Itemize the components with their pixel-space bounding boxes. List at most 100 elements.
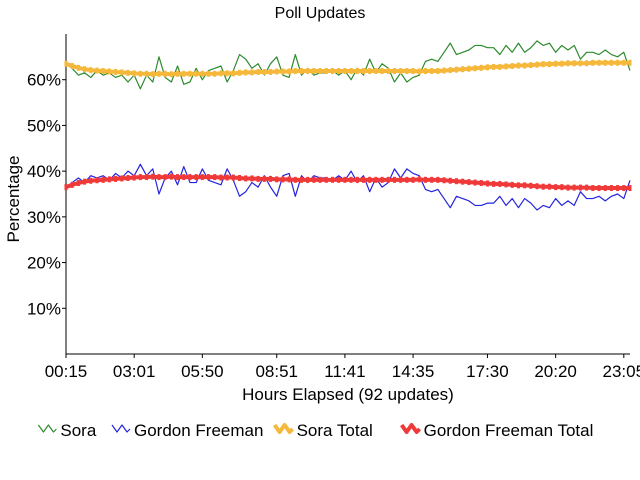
data-point-gordon-freeman-total (448, 177, 452, 184)
x-tick-label: 03:01 (113, 362, 156, 381)
data-point-gordon-freeman-total (225, 174, 229, 181)
data-point-sora-total (76, 64, 80, 71)
data-point-sora-total (585, 60, 589, 67)
data-point-sora-total (188, 70, 192, 77)
data-point-sora-total (331, 68, 335, 75)
data-point-sora-total (380, 68, 384, 75)
data-point-sora-total (244, 69, 248, 76)
data-point-gordon-freeman-total (337, 176, 341, 183)
x-tick-label: 20:20 (534, 362, 577, 381)
data-point-sora-total (225, 70, 229, 77)
data-point-sora-total (287, 68, 291, 75)
data-point-gordon-freeman-total (157, 174, 161, 181)
data-point-sora-total (498, 63, 502, 70)
data-point-gordon-freeman-total (616, 185, 620, 192)
data-point-gordon-freeman-total (275, 176, 279, 183)
data-point-gordon-freeman-total (392, 176, 396, 183)
data-point-gordon-freeman-total (467, 179, 471, 186)
data-point-gordon-freeman-total (560, 184, 564, 191)
y-tick-label: 30% (27, 208, 61, 227)
data-point-gordon-freeman-total (200, 174, 204, 181)
data-point-sora-total (200, 70, 204, 77)
data-point-gordon-freeman-total (95, 177, 99, 184)
data-point-sora-total (603, 59, 607, 66)
data-point-gordon-freeman-total (510, 181, 514, 188)
data-point-sora-total (436, 68, 440, 75)
data-point-sora-total (523, 62, 527, 69)
data-point-gordon-freeman-total (132, 174, 136, 181)
data-point-sora-total (492, 63, 496, 70)
data-point-gordon-freeman-total (287, 176, 291, 183)
data-point-gordon-freeman-total (498, 180, 502, 187)
data-point-gordon-freeman-total (120, 175, 124, 182)
y-tick-label: 60% (27, 71, 61, 90)
data-point-sora-total (163, 70, 167, 77)
data-point-gordon-freeman-total (436, 176, 440, 183)
data-point-sora-total (374, 68, 378, 75)
data-point-sora-total (219, 70, 223, 77)
data-point-gordon-freeman-total (578, 184, 582, 191)
series-line-sora (65, 40, 631, 90)
plot-area: 10% 20% 30% 40% 50% 60% 00:15 03:01 05:50 08:51 1… (27, 34, 640, 381)
x-axis-label: Hours Elapsed (92 updates) (242, 385, 454, 404)
data-point-sora-total (269, 68, 273, 75)
data-point-sora-total (368, 68, 372, 75)
x-tick-label: 00:15 (45, 362, 88, 381)
data-point-sora-total (293, 68, 297, 75)
data-point-sora-total (355, 68, 359, 75)
data-point-gordon-freeman-total (312, 176, 316, 183)
data-point-sora-total (194, 70, 198, 77)
data-point-sora-total (473, 65, 477, 72)
data-point-gordon-freeman-total (423, 176, 427, 183)
data-point-sora-total (566, 60, 570, 67)
data-point-gordon-freeman-total (442, 177, 446, 184)
data-point-gordon-freeman-total (83, 178, 87, 185)
data-point-gordon-freeman-total (318, 176, 322, 183)
data-point-gordon-freeman-total (430, 176, 434, 183)
data-point-gordon-freeman-total (138, 174, 142, 181)
data-point-sora-total (83, 66, 87, 73)
legend-label-gordon-freeman: Gordon Freeman (134, 421, 263, 440)
data-point-gordon-freeman-total (343, 176, 347, 183)
data-point-sora-total (628, 59, 632, 66)
data-point-gordon-freeman-total (541, 183, 545, 190)
x-tick-label: 14:35 (392, 362, 435, 381)
data-point-sora-total (454, 66, 458, 73)
data-point-sora-total (554, 60, 558, 67)
data-point-gordon-freeman-total (349, 176, 353, 183)
y-tick-label: 40% (27, 162, 61, 181)
data-point-gordon-freeman-total (250, 175, 254, 182)
data-point-sora-total (337, 68, 341, 75)
data-point-gordon-freeman-total (101, 176, 105, 183)
data-point-sora-total (120, 69, 124, 76)
data-point-gordon-freeman-total (151, 173, 155, 180)
data-point-gordon-freeman-total (492, 180, 496, 187)
data-point-sora-total (616, 59, 620, 66)
data-point-gordon-freeman-total (405, 176, 409, 183)
y-axis-label: Percentage (4, 156, 23, 243)
data-point-sora-total (275, 68, 279, 75)
data-point-sora-total (70, 63, 74, 69)
data-point-sora-total (114, 68, 118, 75)
data-point-sora-total (262, 68, 266, 75)
data-point-gordon-freeman-total (454, 178, 458, 185)
data-point-gordon-freeman-total (231, 174, 235, 181)
chart-title: Poll Updates (275, 5, 366, 22)
data-point-sora-total (126, 69, 130, 76)
data-point-gordon-freeman-total (417, 176, 421, 183)
data-point-sora-total (529, 62, 533, 69)
data-point-gordon-freeman-total (169, 173, 173, 180)
data-point-sora-total (101, 68, 105, 75)
data-point-gordon-freeman-total (355, 176, 359, 183)
data-point-sora-total (411, 68, 415, 75)
data-point-gordon-freeman-total (591, 185, 595, 192)
data-point-sora-total (182, 70, 186, 77)
data-point-gordon-freeman-total (238, 175, 242, 181)
data-point-gordon-freeman-total (293, 176, 297, 183)
data-point-gordon-freeman-total (554, 184, 558, 191)
data-point-sora-total (306, 68, 310, 75)
legend-swatch-gordon-freeman-total (399, 423, 422, 434)
data-point-sora-total (176, 70, 180, 77)
data-point-gordon-freeman-total (324, 176, 328, 183)
